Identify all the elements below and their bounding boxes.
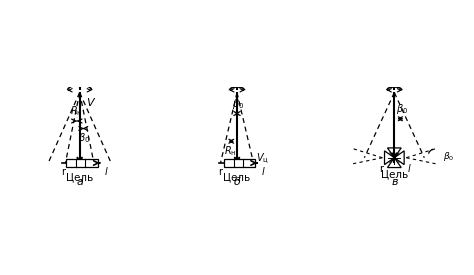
- Text: V: V: [86, 98, 93, 108]
- Text: r: r: [219, 167, 222, 177]
- Text: r: r: [61, 167, 65, 177]
- Text: $\beta_0$: $\beta_0$: [232, 97, 245, 111]
- Text: $R_{\rm н}$: $R_{\rm н}$: [70, 104, 82, 118]
- Text: $\beta_0$: $\beta_0$: [443, 150, 455, 163]
- Text: $\beta_0$: $\beta_0$: [395, 102, 408, 116]
- Text: $\beta_0$: $\beta_0$: [78, 131, 90, 145]
- Text: б: б: [234, 177, 240, 187]
- Text: Цель: Цель: [66, 173, 93, 183]
- Bar: [224, 159, 255, 167]
- Text: r: r: [379, 164, 383, 174]
- Text: l: l: [262, 167, 264, 177]
- Text: в: в: [391, 177, 398, 187]
- Bar: [66, 159, 98, 167]
- Text: Цель: Цель: [223, 173, 251, 183]
- Text: l: l: [104, 167, 107, 177]
- Text: Цель: Цель: [381, 170, 408, 180]
- Text: $V_{\rm ц}$: $V_{\rm ц}$: [255, 152, 269, 166]
- Text: l: l: [408, 164, 410, 174]
- Text: а: а: [76, 177, 83, 187]
- Text: $R_{\rm н}$: $R_{\rm н}$: [224, 144, 237, 158]
